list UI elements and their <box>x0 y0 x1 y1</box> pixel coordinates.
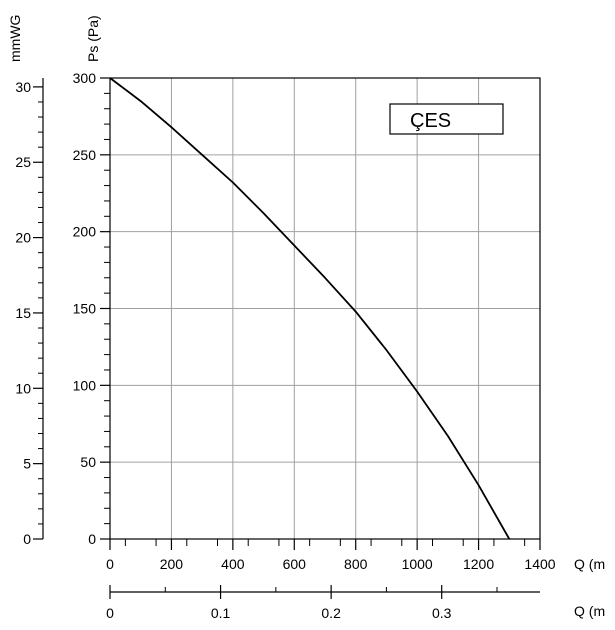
y2-tick-label-3: 15 <box>15 305 31 321</box>
grid-lines <box>110 78 540 539</box>
y2-tick-label-4: 20 <box>15 230 31 246</box>
y-tick-label-4: 200 <box>73 224 97 240</box>
legend: ÇES <box>389 103 504 135</box>
y2-tick-label-2: 10 <box>15 380 31 396</box>
x2-tick-label-1: 0.1 <box>211 605 231 621</box>
y-tick-label-1: 50 <box>80 454 96 470</box>
x2-tick-label-2: 0.2 <box>321 605 341 621</box>
y2-tick-label-6: 30 <box>15 79 31 95</box>
x-tick-label-1: 200 <box>160 556 184 572</box>
legend-entry-ces: ÇES <box>410 110 451 132</box>
x2-axis-label: Q (m <box>574 603 605 619</box>
x2-tick-label-0: 0 <box>106 605 114 621</box>
legend-box <box>389 103 504 135</box>
x-axis-label: Q (m <box>574 556 605 572</box>
y2-tick-label-0: 0 <box>23 531 31 547</box>
axes: 0 200 400 600 800 1000 1200 1400050100150200250… <box>15 70 555 621</box>
x-tick-label-0: 0 <box>106 556 114 572</box>
x-tick-label-7: 1400 <box>524 556 555 572</box>
x-tick-label-5: 1000 <box>402 556 433 572</box>
x-tick-label-2: 400 <box>221 556 245 572</box>
y-tick-label-6: 300 <box>73 70 97 86</box>
x-tick-label-6: 1200 <box>463 556 494 572</box>
series-layer <box>109 77 511 540</box>
y-tick-label-0: 0 <box>88 531 96 547</box>
y2-axis-label: mmWG <box>7 15 23 62</box>
y-tick-label-5: 250 <box>73 147 97 163</box>
y-axis-label: Ps (Pa) <box>85 15 101 62</box>
y-tick-label-2: 100 <box>73 377 97 393</box>
x-tick-label-4: 800 <box>344 556 368 572</box>
y2-tick-label-1: 5 <box>23 456 31 472</box>
x2-tick-label-3: 0.3 <box>432 605 452 621</box>
y-tick-label-3: 150 <box>73 301 97 317</box>
series-line-0 <box>109 77 511 540</box>
y2-tick-label-5: 25 <box>15 154 31 170</box>
x-tick-label-3: 600 <box>283 556 307 572</box>
